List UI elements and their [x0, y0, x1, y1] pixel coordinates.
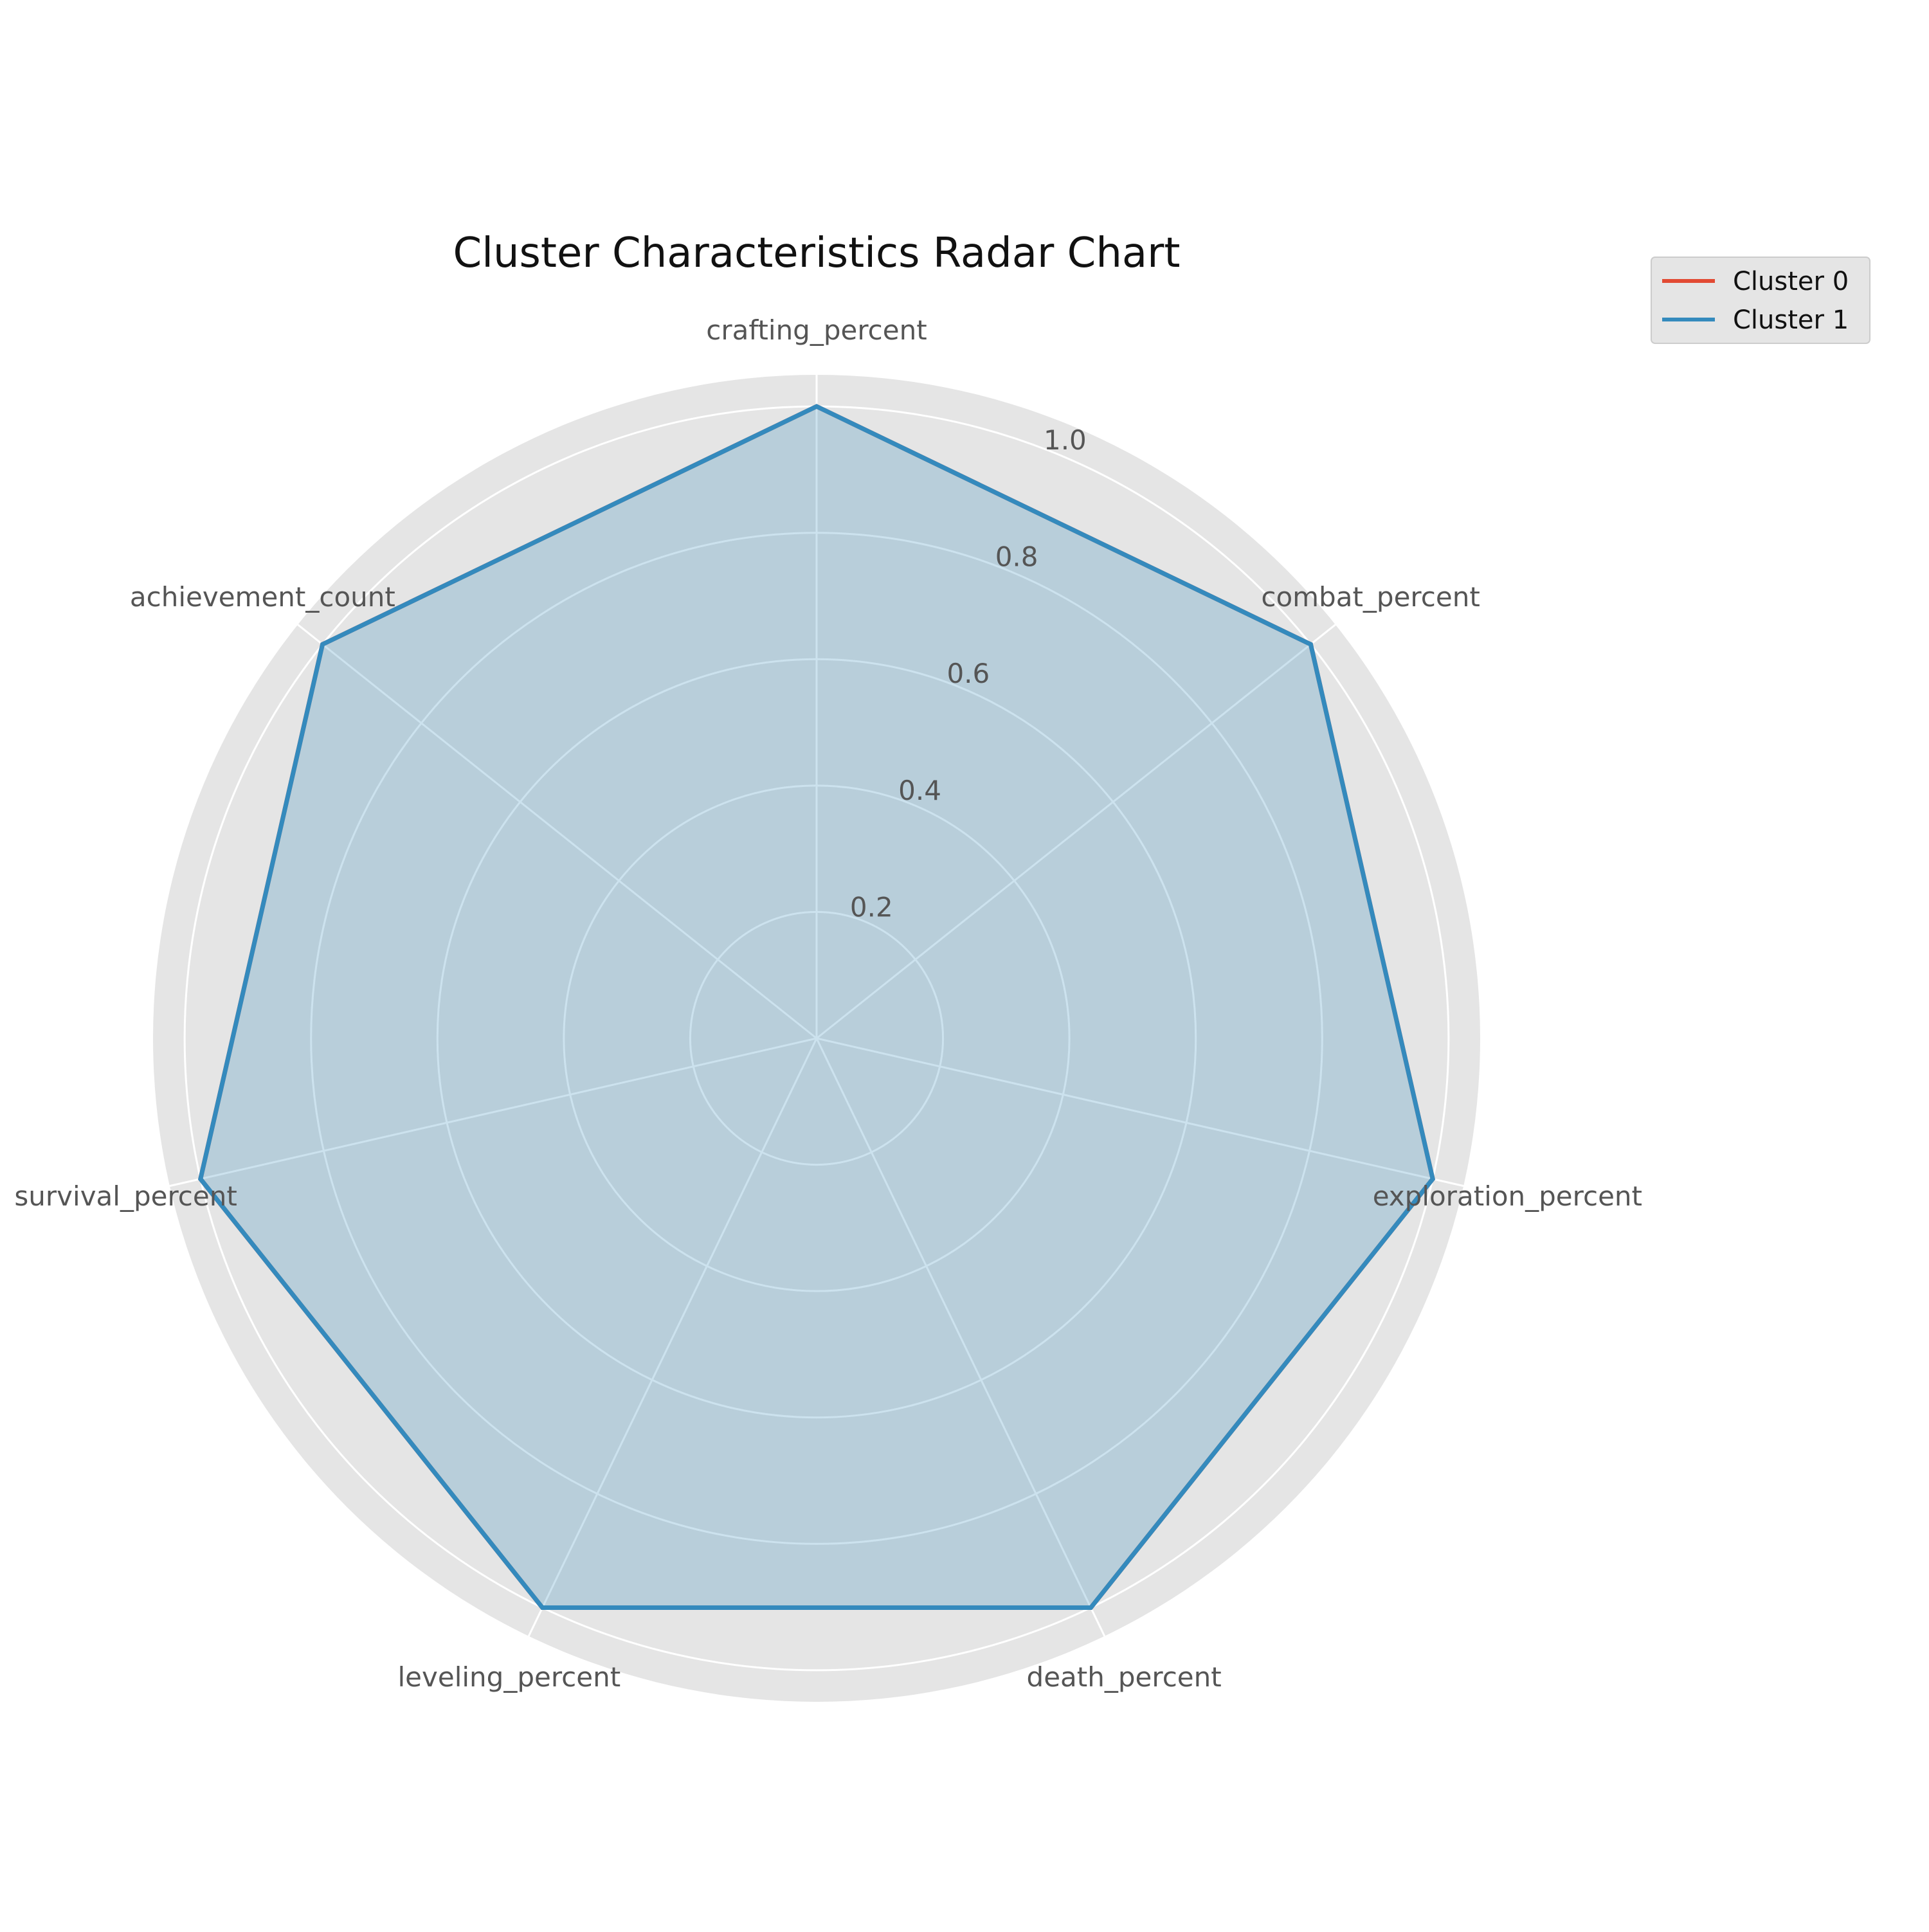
radial-tick-label-1: 0.4 [898, 775, 941, 806]
axis-label-leveling_percent: leveling_percent [398, 1661, 621, 1693]
axis-label-survival_percent: survival_percent [14, 1180, 237, 1212]
legend-label-cluster-1: Cluster 1 [1733, 305, 1849, 335]
legend-box [1651, 257, 1870, 344]
axis-label-achievement_count: achievement_count [130, 581, 395, 613]
spoke-leveling_percent [527, 1038, 818, 1637]
radial-tick-layer: 0.2 0.4 0.6 0.8 1.0 [850, 424, 1087, 923]
axis-label-layer: crafting_percent combat_percent exploratio… [14, 314, 1642, 1693]
legend: Cluster 0 Cluster 1 [1651, 257, 1870, 344]
series-layer [197, 404, 1436, 1611]
spoke-death_percent [815, 1038, 1106, 1637]
axis-label-death_percent: death_percent [1027, 1661, 1222, 1693]
axis-label-crafting_percent: crafting_percent [706, 314, 927, 346]
chart-title: Cluster Characteristics Radar Chart [453, 230, 1181, 277]
series-line-cluster-1 [197, 404, 1436, 1611]
spoke-combat_percent [816, 624, 1336, 1040]
axis-label-exploration_percent: exploration_percent [1373, 1180, 1642, 1212]
radial-tick-label-3: 0.8 [995, 541, 1038, 573]
legend-label-cluster-0: Cluster 0 [1733, 267, 1849, 296]
radial-tick-label-4: 1.0 [1044, 424, 1087, 456]
series-fill-cluster-1 [200, 406, 1433, 1608]
spoke-survival_percent [169, 1037, 817, 1187]
radial-tick-label-2: 0.6 [946, 658, 990, 689]
radial-tick-label-0: 0.2 [850, 891, 893, 923]
grid-layer [153, 375, 1480, 1702]
spoke-exploration_percent [816, 1037, 1464, 1187]
spoke-achievement_count [297, 624, 817, 1040]
axis-label-combat_percent: combat_percent [1261, 581, 1480, 613]
